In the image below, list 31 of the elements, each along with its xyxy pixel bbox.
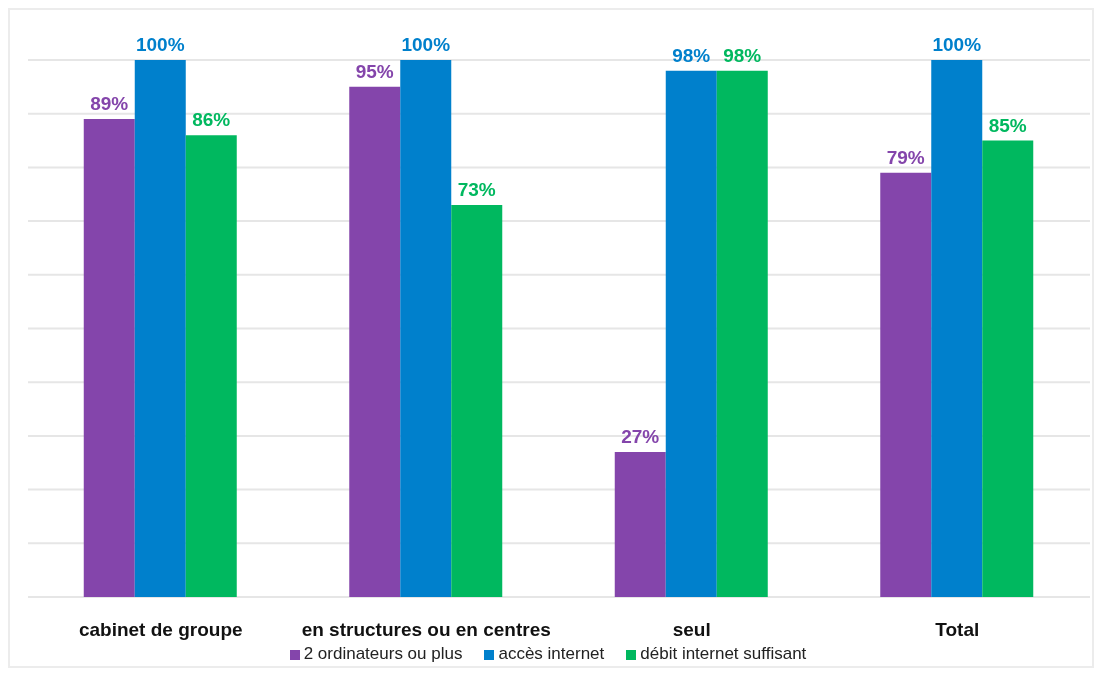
bar bbox=[451, 204, 503, 597]
bar bbox=[134, 60, 186, 597]
bar bbox=[83, 119, 135, 597]
data-label: 85% bbox=[988, 114, 1027, 136]
bar bbox=[982, 140, 1034, 597]
data-label: 95% bbox=[355, 60, 394, 82]
bar bbox=[349, 86, 401, 597]
bar bbox=[931, 60, 983, 597]
legend-label: accès internet bbox=[498, 644, 605, 663]
data-label: 86% bbox=[192, 109, 231, 131]
x-tick-label: seul bbox=[672, 619, 711, 641]
data-label: 73% bbox=[457, 178, 496, 200]
x-tick-label: cabinet de groupe bbox=[78, 619, 243, 641]
data-label: 98% bbox=[723, 44, 762, 66]
legend-label: débit internet suffisant bbox=[640, 644, 807, 663]
data-label: 79% bbox=[886, 146, 925, 168]
bar bbox=[880, 172, 932, 597]
data-label: 100% bbox=[932, 34, 982, 55]
data-label: 100% bbox=[401, 34, 451, 55]
bar bbox=[665, 70, 717, 597]
bar bbox=[716, 70, 768, 597]
bar bbox=[614, 452, 666, 597]
bar bbox=[185, 135, 237, 597]
bar bbox=[400, 60, 452, 597]
legend-label: 2 ordinateurs ou plus bbox=[303, 644, 463, 663]
x-tick-label: Total bbox=[935, 619, 980, 641]
data-label: 89% bbox=[90, 93, 129, 115]
data-label: 100% bbox=[135, 34, 185, 55]
data-label: 27% bbox=[621, 426, 660, 448]
data-label: 98% bbox=[672, 44, 711, 66]
x-tick-label: en structures ou en centres bbox=[301, 619, 551, 641]
